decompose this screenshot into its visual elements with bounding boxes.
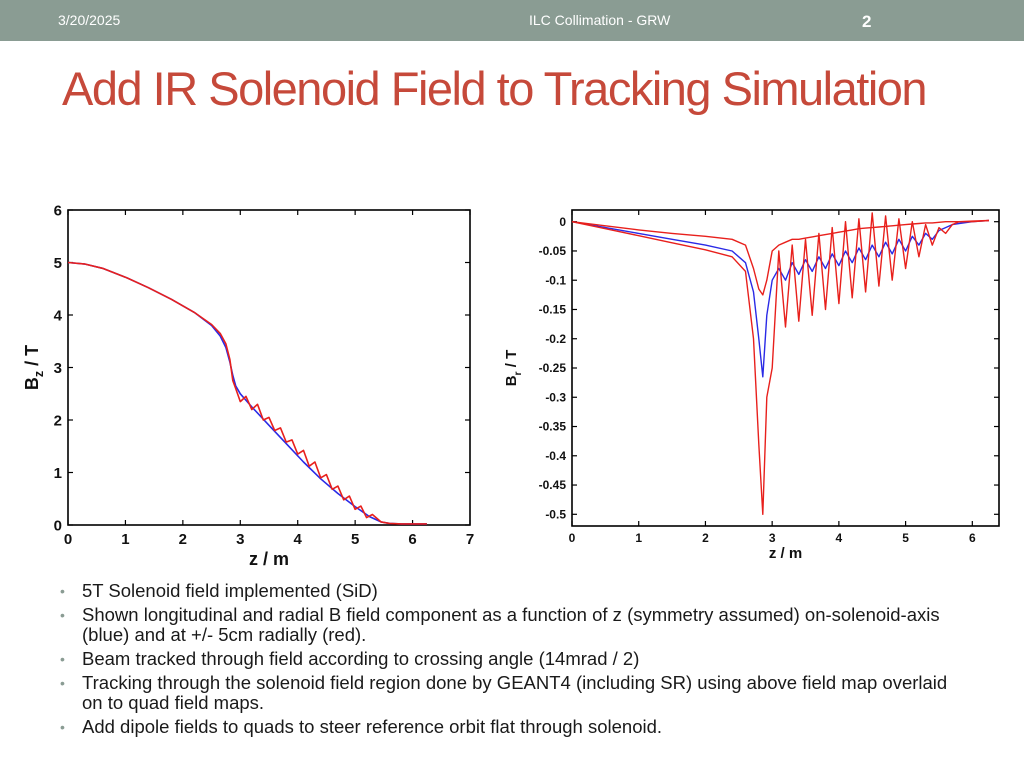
- series-line: [571, 219, 990, 296]
- x-tick-label: 0: [569, 531, 576, 545]
- x-tick-label: 5: [351, 531, 359, 548]
- bullet-item: • Tracking through the solenoid field reg…: [60, 672, 948, 713]
- y-tick-label: -0.5: [545, 507, 566, 521]
- y-tick-label: -0.2: [545, 332, 566, 346]
- x-tick-label: 3: [769, 531, 776, 545]
- y-tick-label: -0.1: [545, 273, 566, 287]
- y-tick-label: -0.15: [539, 303, 567, 317]
- x-axis-label: z / m: [769, 545, 802, 562]
- y-tick-label: -0.4: [545, 449, 566, 463]
- y-tick-label: 1: [54, 465, 62, 482]
- page-number: 2: [862, 12, 872, 31]
- y-tick-label: -0.05: [539, 244, 567, 258]
- y-axis-label: Bz / T: [22, 345, 46, 390]
- slide-header: 3/20/2025 ILC Collimation - GRW 2: [0, 0, 1024, 41]
- y-axis-label: Br / T: [503, 350, 524, 387]
- y-tick-label: 4: [54, 307, 63, 324]
- series-line: [67, 261, 427, 525]
- bullet-item: • Shown longitudinal and radial B field c…: [60, 604, 940, 645]
- bullet-item: • 5T Solenoid field implemented (SiD): [60, 580, 378, 601]
- bullet-item: • Beam tracked through field according to…: [60, 648, 640, 669]
- bullet-list: • 5T Solenoid field implemented (SiD) • Sh…: [60, 581, 960, 741]
- y-tick-label: 6: [54, 202, 62, 219]
- bz-chart: 0 1 2 3 4 5 6 7 0 1 2 3 4 5 6 z / m Bz / T: [22, 202, 474, 569]
- y-tick-label: -0.35: [539, 420, 567, 434]
- x-axis-label: z / m: [249, 549, 289, 569]
- x-tick-label: 1: [121, 531, 129, 548]
- y-tick-label: 0: [54, 517, 62, 534]
- bullet-dot-icon: •: [60, 719, 65, 735]
- x-tick-label: 7: [466, 531, 474, 548]
- y-tick-label: -0.25: [539, 361, 567, 375]
- x-tick-label: 2: [702, 531, 709, 545]
- bullet-dot-icon: •: [60, 651, 65, 667]
- bullet-dot-icon: •: [60, 675, 65, 691]
- bullet-item: • Add dipole fields to quads to steer ref…: [60, 716, 663, 737]
- x-tick-label: 2: [179, 531, 187, 548]
- y-tick-label: 3: [54, 360, 62, 377]
- y-tick-label: 2: [54, 412, 62, 429]
- x-tick-label: 5: [902, 531, 909, 545]
- y-tick-label: -0.3: [545, 390, 566, 404]
- bullet-dot-icon: •: [60, 607, 65, 623]
- x-tick-label: 6: [969, 531, 976, 545]
- br-chart: 0 1 2 3 4 5 6 0 -0.05 -0.1 -0.15 -0.2 -0.25 -0.3 -0.35…: [503, 209, 1000, 562]
- header-date: 3/20/2025: [58, 12, 121, 28]
- x-tick-label: 1: [635, 531, 642, 545]
- x-tick-label: 3: [236, 531, 244, 548]
- x-tick-label: 0: [64, 531, 72, 548]
- series-line: [571, 212, 990, 515]
- header-title: ILC Collimation - GRW: [529, 12, 671, 28]
- y-tick-label: 0: [559, 215, 566, 229]
- plot-area: [571, 209, 1000, 527]
- bullet-dot-icon: •: [60, 583, 65, 599]
- plot-area: [67, 209, 471, 526]
- y-tick-label: -0.45: [539, 478, 567, 492]
- x-tick-label: 4: [836, 531, 843, 545]
- x-tick-label: 6: [408, 531, 416, 548]
- slide-title: Add IR Solenoid Field to Tracking Simula…: [62, 62, 928, 115]
- y-tick-label: 5: [54, 255, 62, 272]
- x-tick-label: 4: [294, 531, 303, 548]
